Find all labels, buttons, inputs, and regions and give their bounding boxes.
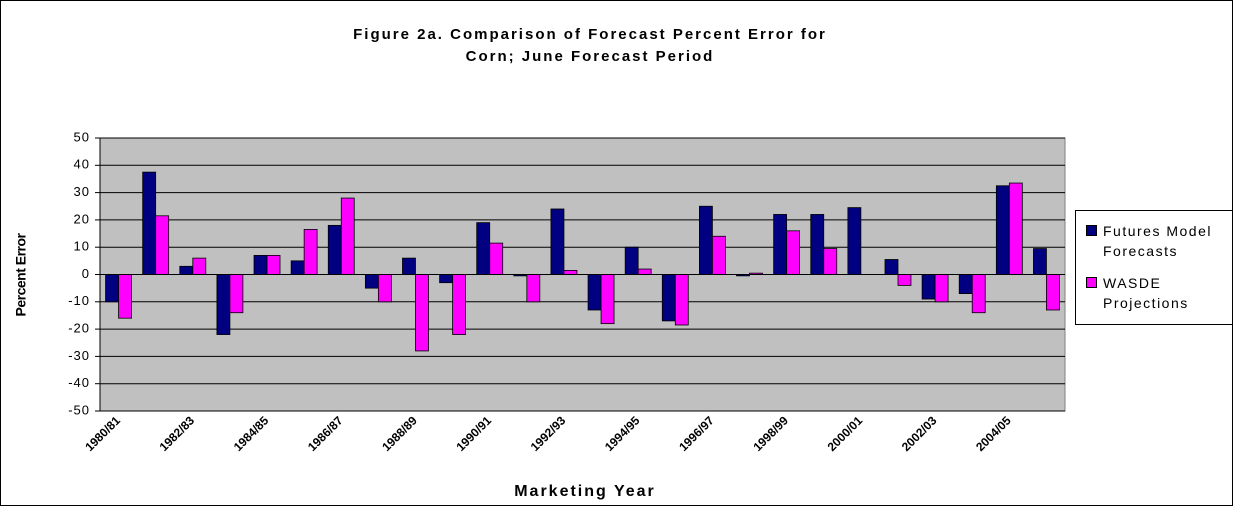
y-tick-label: 0 [82,266,90,281]
bar [1008,182,1023,275]
bar [402,257,416,275]
bar [452,274,466,335]
bar [526,274,541,303]
y-tick-label: 30 [74,184,90,199]
bar [550,208,565,275]
y-tick-label: 10 [74,239,90,254]
y-tick-label: 40 [74,157,90,172]
x-tick-label: 2004/05 [973,413,1014,454]
bar [847,207,862,275]
bar [563,270,578,275]
bar [587,274,602,311]
bar [712,235,726,275]
bar [971,274,986,314]
bar [439,274,453,284]
x-tick-label: 2002/03 [899,413,940,454]
bar [995,185,1010,275]
bar [674,274,689,326]
y-tick-label: -30 [68,348,90,363]
bar [142,171,157,275]
bar [786,230,801,275]
bar [489,242,504,275]
x-tick-label: 1996/97 [676,413,717,454]
y-tick-label: -40 [68,375,90,390]
x-tick-label: 1998/99 [750,413,791,454]
bar [624,246,639,275]
bar [229,274,244,314]
bar [600,274,615,325]
y-tick-label: -20 [68,321,90,336]
bar [327,224,342,275]
y-tick-label: -50 [68,402,90,417]
x-tick-label: 1986/87 [305,413,346,454]
bar [1033,248,1047,275]
bar [637,268,652,275]
bar [897,274,912,286]
y-tick-label: -10 [68,293,90,308]
legend-item: WASDE Projections [1086,273,1228,313]
bar [699,205,713,275]
legend: Futures Model Forecasts WASDE Projections [1075,210,1233,325]
bar [884,259,899,275]
bar [216,274,231,335]
bar [303,229,318,275]
bar [266,254,281,275]
bar [105,274,119,303]
bar [155,215,170,275]
y-tick-label: 50 [74,129,90,144]
bar [192,257,207,275]
legend-label: Futures Model Forecasts [1103,223,1212,259]
bar [253,254,268,275]
x-tick-label: 1990/91 [453,413,494,454]
legend-swatch [1086,225,1097,236]
y-tick-label: 20 [74,211,90,226]
bar [773,214,788,275]
x-axis-label: Marketing Year [514,483,656,500]
x-tick-label: 1982/83 [157,413,198,454]
bar [340,197,355,275]
bar [958,274,973,295]
bar [921,274,936,300]
x-tick-label: 1980/81 [82,413,123,454]
chart-title: Figure 2a. Comparison of Forecast Percen… [353,26,827,65]
bar [810,214,825,275]
bar [290,260,305,275]
bar [823,248,838,275]
bar [179,265,194,275]
bar [476,222,491,275]
bar [364,274,379,289]
bar [377,274,392,303]
legend-label: WASDE Projections [1103,275,1189,311]
bar [934,274,949,303]
bar [415,274,429,352]
bar [1046,274,1060,311]
legend-item: Futures Model Forecasts [1086,221,1228,261]
y-axis-label: Percent Error [13,232,29,316]
x-tick-label: 1994/95 [602,413,643,454]
legend-swatch [1086,277,1097,288]
x-tick-label: 1992/93 [528,413,569,454]
x-tick-label: 2000/01 [825,413,866,454]
x-tick-label: 1988/89 [379,413,420,454]
bar [661,274,676,322]
bar [118,274,132,319]
x-tick-label: 1984/85 [231,413,272,454]
